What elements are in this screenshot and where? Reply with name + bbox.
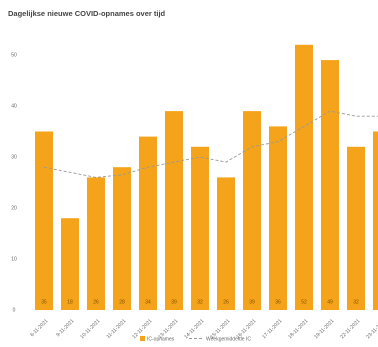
x-tick-label: 14-11-2021 [183, 318, 205, 340]
x-tick-label: 19-11-2021 [313, 318, 335, 340]
bar-label: 49 [327, 299, 333, 305]
x-tick-label: 23-11-2021 [365, 318, 378, 340]
bar [35, 131, 53, 310]
bar [373, 131, 378, 310]
bar-label: 34 [145, 299, 151, 305]
y-tick-label: 0 [13, 307, 16, 313]
bar [347, 146, 365, 310]
bar [321, 60, 339, 310]
x-tick-label: 11-11-2021 [106, 318, 128, 340]
x-tick-label: 6-11-2021 [29, 318, 49, 338]
bar-label: 36 [275, 299, 281, 305]
bar-label: 28 [119, 299, 125, 305]
bar [61, 218, 79, 310]
bar-label: 32 [353, 299, 359, 305]
bar-label: 39 [171, 299, 177, 305]
y-tick-label: 10 [11, 256, 17, 262]
x-tick-label: 9-11-2021 [55, 318, 75, 338]
line [43, 110, 378, 178]
bar [243, 111, 261, 310]
bar-label: 26 [223, 299, 229, 305]
bar-label: 26 [93, 299, 99, 305]
bar-label: 18 [67, 299, 73, 305]
bar-label: 39 [249, 299, 255, 305]
bar [165, 111, 183, 310]
legend-label: Weekgemiddelde IC [206, 336, 251, 342]
chart-title: Dagelijkse nieuwe COVID-opnames over tij… [8, 9, 166, 18]
y-tick-label: 40 [11, 103, 17, 109]
legend-label: IC-opnames [147, 336, 175, 342]
bar-label: 32 [197, 299, 203, 305]
y-tick-label: 50 [11, 52, 17, 58]
bar [87, 177, 105, 310]
x-tick-label: 18-11-2021 [287, 318, 309, 340]
x-tick-label: 10-11-2021 [79, 318, 101, 340]
bar-label: 35 [41, 299, 47, 305]
x-tick-label: 17-11-2021 [261, 318, 283, 340]
y-tick-label: 20 [11, 205, 17, 211]
y-tick-label: 30 [11, 154, 17, 160]
bar [113, 167, 131, 310]
bar [295, 44, 313, 311]
bar [139, 136, 157, 310]
bar [191, 146, 209, 310]
bar-label: 52 [301, 299, 307, 305]
legend-swatch [140, 336, 145, 341]
bar [269, 126, 287, 311]
bar [217, 177, 235, 310]
x-tick-label: 22-11-2021 [339, 318, 361, 340]
